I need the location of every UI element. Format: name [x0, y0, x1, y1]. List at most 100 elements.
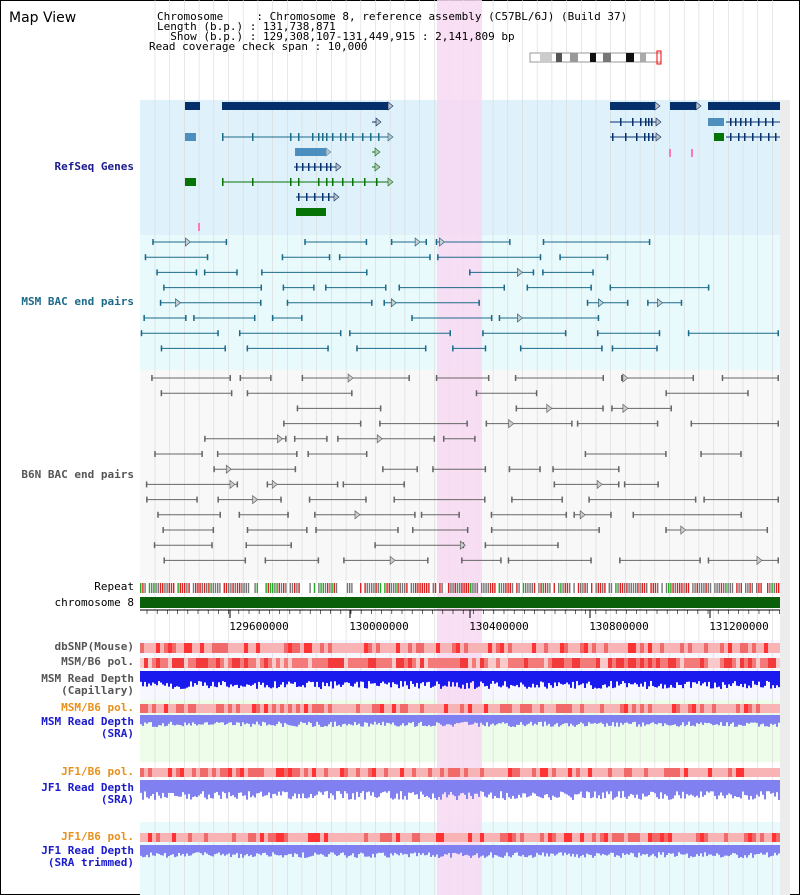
heat-cell [612, 658, 616, 668]
heat-cell [576, 833, 580, 842]
msm-bac-track[interactable] [140, 237, 779, 352]
repeat-mark [478, 583, 481, 593]
jf1-b6-pol-trimmed-label[interactable]: JF1/B6 pol. [61, 830, 134, 843]
bac-end [498, 315, 501, 321]
heat-cell [336, 643, 340, 653]
repeat-mark [538, 583, 540, 593]
heat-cell [392, 833, 396, 842]
chromosome-ideogram[interactable] [529, 50, 662, 65]
jf1-b6-pol-label[interactable]: JF1/B6 pol. [61, 765, 134, 778]
heat-cell [332, 658, 336, 668]
repeat-mark [540, 583, 542, 593]
repeat-mark [265, 583, 267, 593]
repeat-mark [140, 583, 142, 593]
depth-bar [580, 715, 582, 723]
depth-bar [578, 671, 580, 686]
heat-cell [360, 768, 364, 777]
depth-bar [710, 845, 712, 855]
msm-depth-sra-label[interactable]: MSM Read Depth [41, 715, 134, 728]
depth-bar [552, 845, 554, 854]
depth-bar [706, 780, 708, 792]
heat-cell [220, 704, 224, 713]
b6n-bac-label[interactable]: B6N BAC end pairs [21, 468, 134, 481]
depth-bar [220, 780, 222, 799]
heat-cell [160, 768, 164, 777]
heat-cell [260, 768, 264, 777]
depth-bar [530, 845, 532, 856]
depth-bar [276, 715, 278, 725]
jf1-depth-trimmed-label[interactable]: JF1 Read Depth [41, 844, 134, 857]
depth-bar [652, 845, 654, 854]
depth-bar [564, 780, 566, 794]
depth-bar [612, 715, 614, 723]
heat-cell [380, 704, 384, 713]
repeat-mark [665, 583, 668, 593]
msm-b6-pol-label[interactable]: MSM/B6 pol. [61, 655, 134, 668]
polymorphism-tracks[interactable] [140, 643, 780, 842]
depth-bar [224, 715, 226, 725]
bac-end [204, 435, 206, 442]
depth-bar [346, 715, 348, 726]
heat-cell [612, 704, 616, 713]
refseq-genes-track[interactable] [185, 101, 780, 231]
heat-cell [636, 768, 640, 777]
b6n-bac-track[interactable] [145, 373, 779, 566]
bac-arrow [657, 298, 664, 308]
depth-bar [668, 845, 670, 854]
heat-cell [152, 704, 156, 713]
heat-cell [472, 768, 476, 777]
repeat-mark [219, 583, 221, 593]
depth-bar [476, 845, 478, 854]
bac-end [461, 557, 463, 564]
refseq-genes-label[interactable]: RefSeq Genes [54, 160, 134, 173]
repeat-mark [410, 583, 412, 593]
depth-bar [626, 845, 628, 854]
depth-bar [530, 780, 532, 796]
depth-bar [460, 845, 462, 853]
msm-b6-pol-sra-label[interactable]: MSM/B6 pol. [61, 701, 134, 714]
depth-bar [484, 780, 486, 797]
dbsnp-label[interactable]: dbSNP(Mouse) [54, 640, 134, 653]
depth-bar [536, 780, 538, 796]
depth-bar [232, 845, 234, 855]
jf1-depth-sra-label[interactable]: JF1 Read Depth [41, 781, 134, 794]
heat-cell [528, 658, 532, 668]
gene-exon [290, 178, 292, 186]
bac-end [280, 496, 282, 503]
depth-bar [630, 780, 632, 795]
depth-bar [354, 780, 356, 800]
read-depth-tracks[interactable] [140, 671, 780, 858]
highlight-region[interactable] [437, 0, 482, 895]
depth-bar [242, 845, 244, 858]
depth-bar [412, 780, 414, 793]
depth-bar [448, 845, 450, 853]
heat-cell [224, 833, 228, 842]
heat-cell [520, 658, 524, 668]
repeat-mark [223, 583, 225, 593]
depth-bar [678, 715, 680, 727]
chromosome-bar[interactable] [140, 597, 780, 608]
bac-arrow [546, 403, 553, 414]
heat-cell [572, 768, 576, 777]
depth-bar [414, 715, 416, 727]
repeat-mark [159, 583, 162, 593]
heat-cell [140, 643, 144, 653]
msm-bac-label[interactable]: MSM BAC end pairs [21, 295, 134, 308]
heat-cell [364, 643, 368, 653]
depth-bar [400, 780, 402, 792]
depth-bar [324, 671, 326, 686]
heat-cell [492, 768, 496, 777]
msm-depth-capillary-label[interactable]: MSM Read Depth [41, 672, 134, 685]
repeat-mark [300, 583, 302, 593]
repeat-mark [331, 583, 333, 593]
heat-cell [652, 768, 656, 777]
depth-bar [428, 715, 430, 726]
depth-bar [646, 671, 648, 689]
depth-bar [748, 845, 750, 856]
bac-end [236, 269, 238, 276]
heat-cell [468, 643, 472, 653]
bac-end [293, 435, 296, 442]
repeat-track[interactable] [140, 583, 780, 593]
depth-bar [658, 671, 660, 687]
